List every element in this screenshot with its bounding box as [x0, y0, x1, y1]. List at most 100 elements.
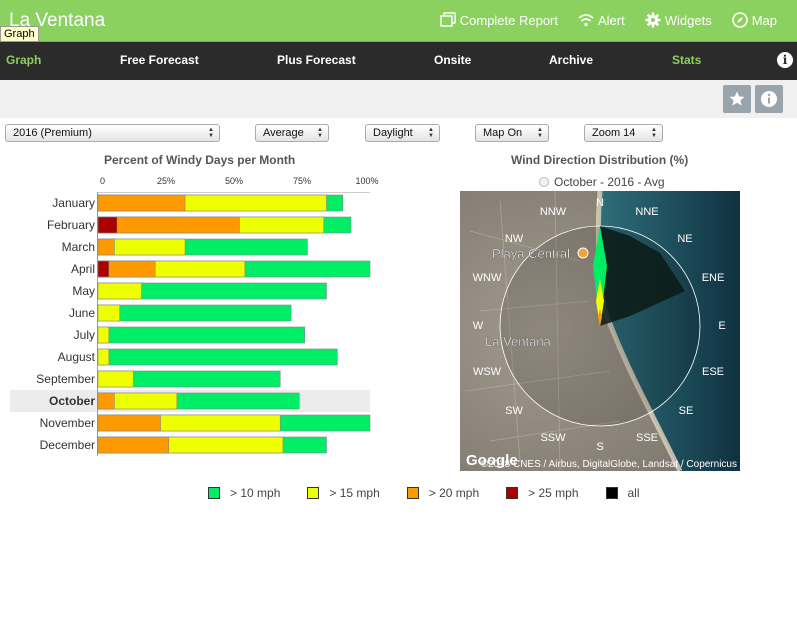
compass-e: E: [718, 320, 725, 332]
compass-ne: NE: [677, 233, 692, 245]
nav-info-icon[interactable]: i: [777, 52, 793, 68]
x-tick-label: 50%: [225, 176, 243, 186]
bar-gt20: [97, 414, 161, 432]
map-select-value: Map On: [483, 127, 523, 139]
legend: > 10 mph > 15 mph > 20 mph > 25 mph all: [208, 486, 667, 500]
legend-item-gt10: > 10 mph: [208, 486, 280, 500]
bar-gt20: [97, 436, 170, 454]
bar-gt20: [97, 238, 115, 256]
compass-ene: ENE: [702, 272, 725, 284]
month-label: January: [52, 196, 95, 210]
app-title[interactable]: La Ventana: [9, 10, 106, 31]
x-tick-label: 75%: [293, 176, 311, 186]
compass-sse: SSE: [636, 432, 658, 444]
zoom-select-value: Zoom 14: [592, 127, 636, 139]
time-select[interactable]: Daylight ▲ ▼: [365, 124, 440, 142]
select-arrows-icon: ▲ ▼: [317, 127, 323, 139]
mode-select[interactable]: Average ▲ ▼: [255, 124, 329, 142]
widgets-label: Widgets: [664, 12, 712, 28]
legend-item-all: all: [605, 486, 640, 500]
complete-report-label: Complete Report: [459, 12, 558, 28]
place-marker-icon[interactable]: [577, 247, 589, 259]
legend-label-gt10: > 10 mph: [230, 486, 281, 500]
compass-w: W: [473, 320, 484, 332]
bar-gt10: [97, 304, 292, 322]
bar-gt15: [97, 348, 110, 366]
main-nav: Graph Free Forecast Plus Forecast Onsite…: [0, 42, 797, 80]
polar-petal-gt20: [598, 309, 602, 326]
bar-gt25: [97, 216, 118, 234]
radio-icon[interactable]: [539, 177, 549, 187]
top-links: Complete Report Alert Widgets Map: [440, 12, 777, 28]
top-bar: La Ventana Complete Report Alert Widgets…: [0, 0, 797, 42]
map-label: Map: [751, 12, 777, 28]
compass-wsw: WSW: [473, 366, 502, 378]
month-label: March: [62, 240, 95, 254]
tab-graph[interactable]: Graph: [6, 53, 42, 67]
select-arrows-icon: ▲ ▼: [651, 127, 657, 139]
year-select[interactable]: 2016 (Premium) ▲ ▼: [5, 124, 220, 142]
alert-link[interactable]: Alert: [578, 12, 625, 28]
wind-direction-map[interactable]: N NNE NE ENE E ESE SE SSE S SSW SW WSW W…: [460, 191, 740, 471]
year-select-value: 2016 (Premium): [13, 127, 92, 139]
compass-nnw: NNW: [540, 206, 567, 218]
complete-report-link[interactable]: Complete Report: [440, 12, 558, 28]
bar-chart-title: Percent of Windy Days per Month: [104, 153, 296, 167]
tab-archive[interactable]: Archive: [549, 53, 594, 67]
tooltip: Graph: [0, 26, 39, 42]
month-label: September: [36, 372, 95, 386]
compass-n: N: [596, 197, 604, 209]
tab-stats[interactable]: Stats: [672, 53, 702, 67]
windy-days-bar-chart: 0 25% 50% 75% 100% January February March April M…: [10, 176, 379, 456]
month-label: April: [71, 262, 95, 276]
place-label-la-ventana: La Ventana: [485, 334, 552, 349]
x-tick-label: 100%: [355, 176, 378, 186]
bar-gt20: [97, 392, 115, 410]
legend-swatch-gt20: [406, 487, 419, 499]
month-label: November: [40, 416, 95, 430]
map-attribution: ©2018 CNES / Airbus, DigitalGlobe, Lands…: [481, 459, 737, 470]
select-arrows-icon: ▲ ▼: [208, 127, 214, 139]
month-label: July: [74, 328, 95, 342]
map-select[interactable]: Map On ▲ ▼: [475, 124, 549, 142]
report-icon: [440, 12, 456, 27]
legend-item-gt15: > 15 mph: [307, 486, 380, 500]
compass-se: SE: [679, 405, 694, 417]
bar-gt15: [97, 282, 142, 300]
legend-item-gt25: > 25 mph: [506, 486, 579, 500]
info-icon: [761, 91, 777, 107]
alert-label: Alert: [598, 12, 625, 28]
legend-label-gt25: > 25 mph: [528, 486, 579, 500]
star-icon: [729, 91, 745, 106]
polar-area-all: [600, 226, 685, 326]
tab-onsite[interactable]: Onsite: [434, 53, 472, 67]
info-button[interactable]: [755, 85, 783, 113]
google-logo[interactable]: Google: [466, 452, 518, 469]
select-arrows-icon: ▲ ▼: [428, 127, 434, 139]
place-label-playa-central: Playa Central: [492, 246, 570, 261]
favorite-button[interactable]: [723, 85, 751, 113]
filter-row: 2016 (Premium) ▲ ▼ Average ▲ ▼ Daylight ▲ ▼…: [0, 124, 797, 144]
wifi-icon: [578, 14, 594, 27]
compass-nw: NW: [505, 233, 524, 245]
bar-gt20: [97, 216, 240, 234]
map-link[interactable]: Map: [731, 12, 777, 28]
legend-label-gt15: > 15 mph: [329, 486, 380, 500]
widgets-link[interactable]: Widgets: [645, 12, 712, 28]
legend-swatch-all: [605, 487, 618, 499]
month-label: December: [40, 438, 95, 452]
tab-free-forecast[interactable]: Free Forecast: [120, 53, 199, 67]
compass-icon: [731, 12, 748, 28]
tab-plus-forecast[interactable]: Plus Forecast: [277, 53, 356, 67]
compass-ese: ESE: [702, 366, 724, 378]
select-arrows-icon: ▲ ▼: [537, 127, 543, 139]
month-label: February: [47, 218, 95, 232]
mode-select-value: Average: [263, 127, 304, 139]
bar-gt15: [97, 370, 134, 388]
zoom-select[interactable]: Zoom 14 ▲ ▼: [584, 124, 663, 142]
month-label: May: [72, 284, 95, 298]
month-label: June: [69, 306, 95, 320]
bar-gt20: [97, 194, 186, 212]
bar-gt25: [97, 260, 110, 278]
month-label: October: [49, 394, 95, 408]
